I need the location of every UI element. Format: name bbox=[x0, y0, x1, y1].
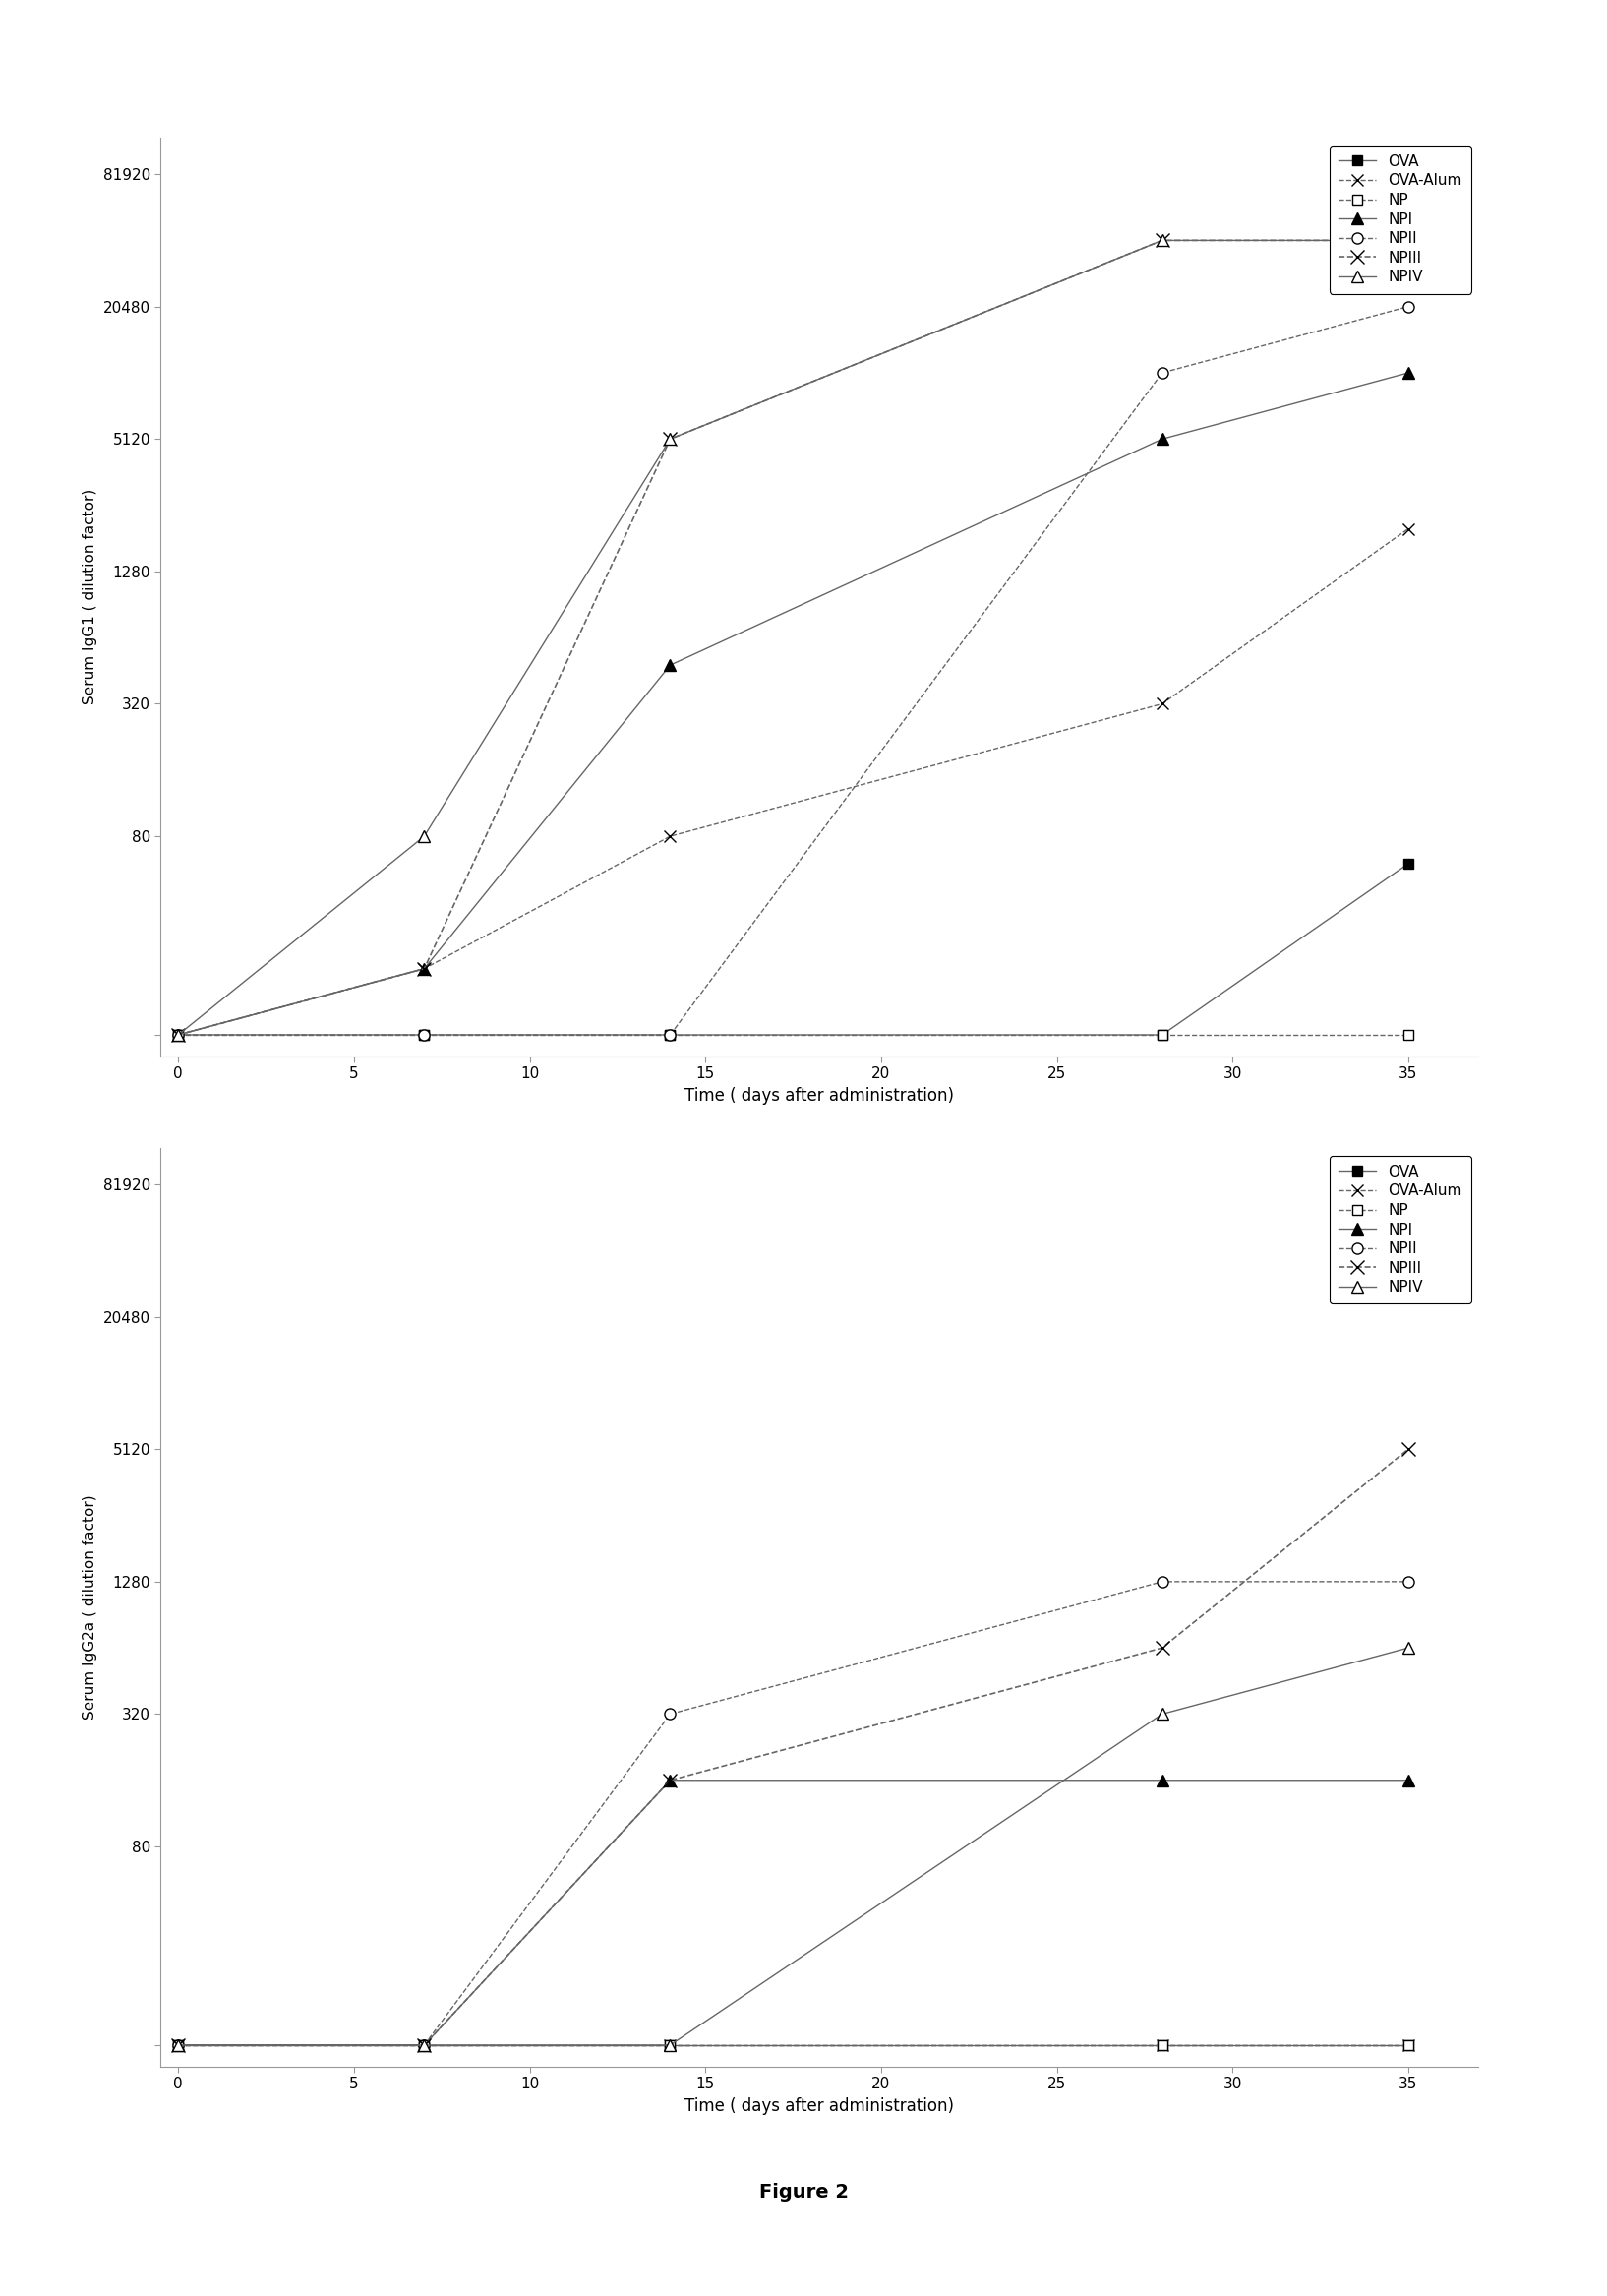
OVA bbox=[169, 2032, 188, 2060]
OVA-Alum bbox=[415, 2032, 434, 2060]
NPIV bbox=[660, 425, 680, 452]
NPII bbox=[415, 1022, 434, 1049]
NPII bbox=[169, 2032, 188, 2060]
NPIV bbox=[1398, 227, 1417, 255]
Line: NPIII: NPIII bbox=[172, 1442, 1416, 2053]
Line: NPI: NPI bbox=[174, 367, 1414, 1040]
NPII bbox=[1152, 358, 1172, 386]
NPIII bbox=[415, 2032, 434, 2060]
NPI bbox=[660, 652, 680, 680]
OVA bbox=[1398, 850, 1417, 877]
Line: OVA: OVA bbox=[174, 2041, 1413, 2050]
OVA bbox=[415, 1022, 434, 1049]
NPII bbox=[1398, 1568, 1417, 1596]
OVA-Alum bbox=[169, 2032, 188, 2060]
NP bbox=[1398, 1022, 1417, 1049]
Line: NPII: NPII bbox=[174, 1577, 1414, 2050]
NPIV bbox=[660, 2032, 680, 2060]
NPI bbox=[660, 1766, 680, 1793]
Line: OVA: OVA bbox=[174, 859, 1413, 1040]
NPIII bbox=[415, 955, 434, 983]
OVA-Alum bbox=[660, 2032, 680, 2060]
Line: NPIV: NPIV bbox=[174, 1642, 1414, 2050]
NPIV bbox=[1398, 1635, 1417, 1662]
OVA-Alum bbox=[1398, 2032, 1417, 2060]
NP bbox=[1398, 2032, 1417, 2060]
OVA bbox=[660, 1022, 680, 1049]
Y-axis label: Serum IgG1 ( dilution factor): Serum IgG1 ( dilution factor) bbox=[84, 489, 98, 705]
NP bbox=[660, 2032, 680, 2060]
OVA bbox=[169, 1022, 188, 1049]
NPII bbox=[1152, 1568, 1172, 1596]
X-axis label: Time ( days after administration): Time ( days after administration) bbox=[685, 1086, 955, 1104]
NPIII bbox=[1152, 1635, 1172, 1662]
OVA-Alum bbox=[169, 1022, 188, 1049]
NPI bbox=[1398, 358, 1417, 386]
NPIV bbox=[169, 2032, 188, 2060]
NPIII bbox=[1152, 227, 1172, 255]
NPII bbox=[1398, 294, 1417, 321]
NPI bbox=[1398, 1766, 1417, 1793]
NPIII bbox=[660, 425, 680, 452]
NP bbox=[660, 1022, 680, 1049]
NPI bbox=[1152, 1766, 1172, 1793]
Line: NPII: NPII bbox=[174, 301, 1414, 1040]
X-axis label: Time ( days after administration): Time ( days after administration) bbox=[685, 2096, 955, 2115]
NP bbox=[415, 2032, 434, 2060]
NPI bbox=[1152, 425, 1172, 452]
NPIV bbox=[415, 2032, 434, 2060]
OVA-Alum bbox=[415, 955, 434, 983]
Line: NPIII: NPIII bbox=[172, 234, 1416, 1042]
NPIV bbox=[169, 1022, 188, 1049]
Line: NPI: NPI bbox=[174, 1775, 1414, 2050]
OVA bbox=[1152, 1022, 1172, 1049]
OVA bbox=[1398, 2032, 1417, 2060]
Line: NP: NP bbox=[174, 2041, 1413, 2050]
Line: NPIV: NPIV bbox=[174, 234, 1414, 1040]
NP bbox=[1152, 1022, 1172, 1049]
NPIV bbox=[415, 822, 434, 850]
NP bbox=[169, 1022, 188, 1049]
OVA-Alum bbox=[1398, 514, 1417, 542]
NPI bbox=[169, 2032, 188, 2060]
Line: OVA-Alum: OVA-Alum bbox=[174, 2039, 1414, 2050]
Legend: OVA, OVA-Alum, NP, NPI, NPII, NPIII, NPIV: OVA, OVA-Alum, NP, NPI, NPII, NPIII, NPI… bbox=[1329, 145, 1470, 294]
Line: NP: NP bbox=[174, 1031, 1413, 1040]
NP bbox=[415, 1022, 434, 1049]
Line: OVA-Alum: OVA-Alum bbox=[174, 523, 1414, 1040]
NPIII bbox=[169, 1022, 188, 1049]
Text: Figure 2: Figure 2 bbox=[759, 2183, 848, 2202]
NPII bbox=[169, 1022, 188, 1049]
OVA bbox=[1152, 2032, 1172, 2060]
NP bbox=[1152, 2032, 1172, 2060]
OVA bbox=[660, 2032, 680, 2060]
NPIII bbox=[169, 2032, 188, 2060]
OVA-Alum bbox=[660, 822, 680, 850]
NPIII bbox=[660, 1766, 680, 1793]
NPII bbox=[660, 1022, 680, 1049]
NPI bbox=[169, 1022, 188, 1049]
NPI bbox=[415, 2032, 434, 2060]
OVA-Alum bbox=[1152, 2032, 1172, 2060]
NPI bbox=[415, 955, 434, 983]
Y-axis label: Serum IgG2a ( dilution factor): Serum IgG2a ( dilution factor) bbox=[84, 1495, 98, 1720]
NPII bbox=[660, 1701, 680, 1729]
NPIV bbox=[1152, 227, 1172, 255]
OVA bbox=[415, 2032, 434, 2060]
Legend: OVA, OVA-Alum, NP, NPI, NPII, NPIII, NPIV: OVA, OVA-Alum, NP, NPI, NPII, NPIII, NPI… bbox=[1329, 1155, 1470, 1304]
NPII bbox=[415, 2032, 434, 2060]
OVA-Alum bbox=[1152, 691, 1172, 719]
NP bbox=[169, 2032, 188, 2060]
NPIV bbox=[1152, 1701, 1172, 1729]
NPIII bbox=[1398, 1435, 1417, 1463]
NPIII bbox=[1398, 227, 1417, 255]
